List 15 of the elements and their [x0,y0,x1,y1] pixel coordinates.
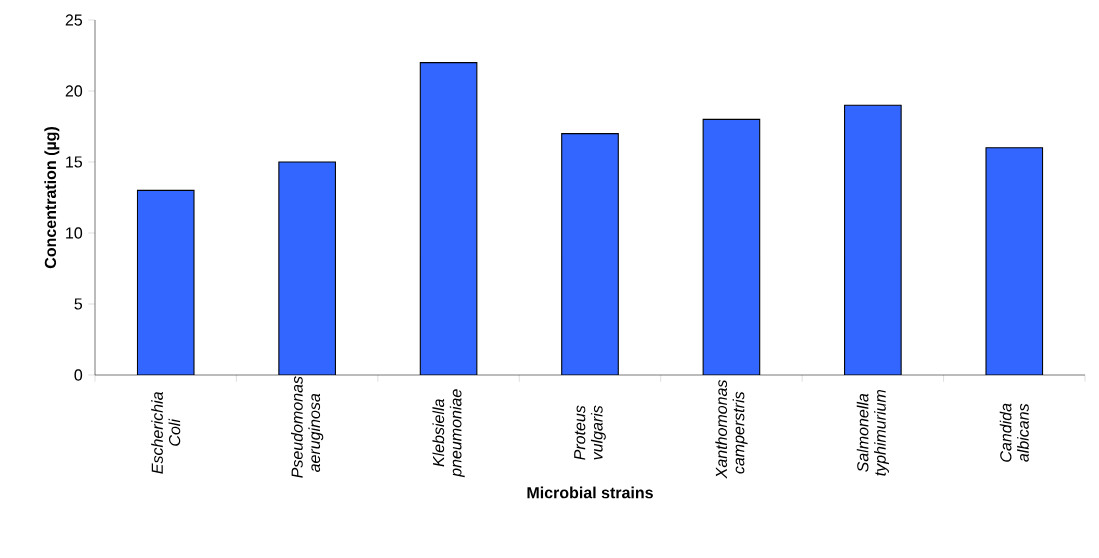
y-tick-label: 25 [65,14,83,26]
y-tick-label: 20 [65,85,83,97]
y-tick-label: 15 [66,156,83,168]
x-axis-title: Microbial strains [527,486,653,499]
y-tick-label: 0 [74,369,83,381]
x-tick-label: Salmonella typhimurium [856,389,889,476]
y-tick-label: 10 [66,227,83,239]
x-tick-label: Escherichia Coli [151,392,181,474]
y-axis-title: Concentration (µg) [44,127,60,269]
x-tick-label: Xanthomonas camperstris [715,379,748,479]
x-tick-label: Candida albicans [999,403,1029,462]
x-tick-label: Proteus vulgaris [574,405,606,460]
x-tick-label: Pseudomonas aeruginosa [291,376,324,478]
x-tick-label: Klebsiella pneumoniae [432,389,465,478]
y-tick-label: 5 [74,298,83,310]
